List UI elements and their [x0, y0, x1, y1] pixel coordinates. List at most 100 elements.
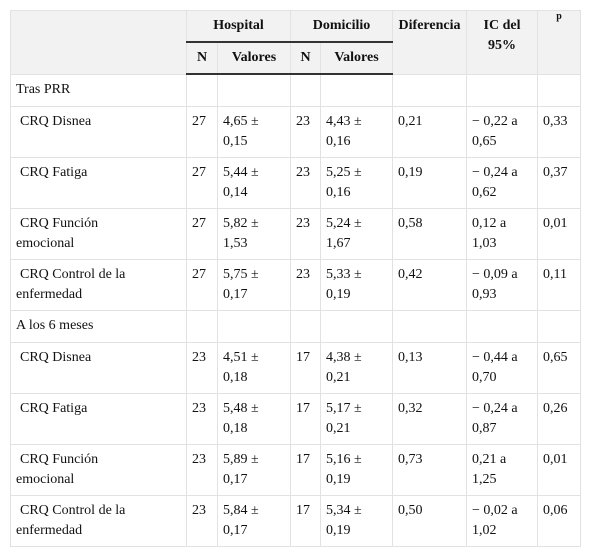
section-row: A los 6 meses [10, 310, 582, 343]
cell: 0,13 [392, 342, 468, 394]
cell: 23 [290, 208, 322, 260]
data-row: CRQ Disnea 23 4,51 ± 0,18 17 4,38 ± 0,21 0,13… [10, 342, 582, 394]
empty-cell [186, 310, 218, 343]
cell: 17 [290, 444, 322, 496]
cell: − 0,24 a 0,87 [466, 393, 539, 445]
label-text: CRQ Control de la enfermedad [16, 267, 126, 302]
row-label: CRQ Disnea [10, 342, 187, 394]
cell: 23 [186, 393, 218, 445]
label-text: CRQ Fatiga [20, 401, 88, 416]
empty-cell [320, 73, 394, 107]
cell: 27 [186, 157, 218, 209]
header-cell: Diferencia [392, 10, 468, 75]
cell: 0,50 [392, 495, 468, 547]
data-row: CRQ Fatiga 27 5,44 ± 0,14 23 5,25 ± 0,16 0,19… [10, 157, 582, 209]
cell: − 0,44 a 0,70 [466, 342, 539, 394]
label-text: CRQ Control de la enfermedad [16, 503, 126, 538]
empty-cell [392, 310, 468, 343]
cell: 5,17 ± 0,21 [320, 393, 394, 445]
row-label: CRQ Función emocional [10, 208, 187, 260]
empty-cell [216, 310, 292, 343]
sub-header: Valores [216, 41, 292, 75]
cell: − 0,02 a 1,02 [466, 495, 539, 547]
empty-cell [186, 73, 218, 107]
data-row: CRQ Función emocional 23 5,89 ± 0,17 17 5,16… [10, 444, 582, 496]
cell: 0,37 [537, 157, 582, 209]
cell: 0,19 [392, 157, 468, 209]
cell: 5,89 ± 0,17 [216, 444, 292, 496]
cell: 23 [186, 342, 218, 394]
table-body: Tras PRR CRQ Disnea 27 4,65 ± 0,15 23 4,43 ± … [10, 73, 582, 547]
cell: 4,43 ± 0,16 [320, 106, 394, 158]
header-cell: p [537, 10, 582, 75]
cell: 17 [290, 342, 322, 394]
label-text: CRQ Fatiga [20, 165, 88, 180]
empty-cell [392, 73, 468, 107]
cell: 23 [290, 106, 322, 158]
empty-cell [537, 310, 582, 343]
cell: 17 [290, 495, 322, 547]
cell: 0,73 [392, 444, 468, 496]
cell: 0,06 [537, 495, 582, 547]
cell: 5,24 ± 1,67 [320, 208, 394, 260]
cell: 17 [290, 393, 322, 445]
data-table: Hospital Domicilio Diferencia IC del 95%… [10, 10, 582, 547]
empty-cell [290, 310, 322, 343]
cell: 5,16 ± 0,19 [320, 444, 394, 496]
cell: 5,75 ± 0,17 [216, 259, 292, 311]
group-header: Hospital [185, 10, 292, 43]
section-title: A los 6 meses [10, 310, 187, 343]
data-row: CRQ Control de la enfermedad 23 5,84 ± 0,1… [10, 495, 582, 547]
section-row: Tras PRR [10, 73, 582, 107]
cell: 0,21 [392, 106, 468, 158]
section-title: Tras PRR [10, 73, 187, 107]
cell: 4,65 ± 0,15 [216, 106, 292, 158]
cell: 0,11 [537, 259, 582, 311]
row-label: CRQ Disnea [10, 106, 187, 158]
label-text: CRQ Función emocional [16, 452, 99, 487]
cell: 23 [290, 157, 322, 209]
cell: 5,84 ± 0,17 [216, 495, 292, 547]
cell: − 0,09 a 0,93 [466, 259, 539, 311]
data-row: CRQ Fatiga 23 5,48 ± 0,18 17 5,17 ± 0,21 0,32… [10, 393, 582, 445]
row-label: CRQ Control de la enfermedad [10, 259, 187, 311]
empty-cell [320, 310, 394, 343]
cell: 4,38 ± 0,21 [320, 342, 394, 394]
empty-cell [290, 73, 322, 107]
label-text: CRQ Disnea [20, 114, 92, 129]
empty-cell [216, 73, 292, 107]
empty-cell [537, 73, 582, 107]
row-label: CRQ Fatiga [10, 157, 187, 209]
cell: 0,32 [392, 393, 468, 445]
empty-cell [466, 73, 539, 107]
cell: 5,34 ± 0,19 [320, 495, 394, 547]
header-cell: IC del 95% [466, 10, 539, 75]
cell: 0,33 [537, 106, 582, 158]
cell: 5,82 ± 1,53 [216, 208, 292, 260]
cell: − 0,22 a 0,65 [466, 106, 539, 158]
label-text: CRQ Disnea [20, 350, 92, 365]
label-text: CRQ Función emocional [16, 216, 99, 251]
cell: 4,51 ± 0,18 [216, 342, 292, 394]
row-label: CRQ Control de la enfermedad [10, 495, 187, 547]
cell: 23 [186, 495, 218, 547]
header-cell [10, 10, 187, 75]
row-label: CRQ Función emocional [10, 444, 187, 496]
cell: 27 [186, 106, 218, 158]
cell: 23 [186, 444, 218, 496]
cell: 5,33 ± 0,19 [320, 259, 394, 311]
sub-header: Valores [320, 41, 394, 75]
sub-header: N [186, 41, 218, 75]
cell: 5,48 ± 0,18 [216, 393, 292, 445]
cell: 0,58 [392, 208, 468, 260]
cell: 0,65 [537, 342, 582, 394]
sub-header: N [290, 41, 322, 75]
cell: 27 [186, 259, 218, 311]
data-row: CRQ Disnea 27 4,65 ± 0,15 23 4,43 ± 0,16 0,21… [10, 106, 582, 158]
cell: 0,26 [537, 393, 582, 445]
cell: 23 [290, 259, 322, 311]
cell: − 0,24 a 0,62 [466, 157, 539, 209]
cell: 0,12 a 1,03 [466, 208, 539, 260]
group-header: Domicilio [290, 10, 394, 43]
